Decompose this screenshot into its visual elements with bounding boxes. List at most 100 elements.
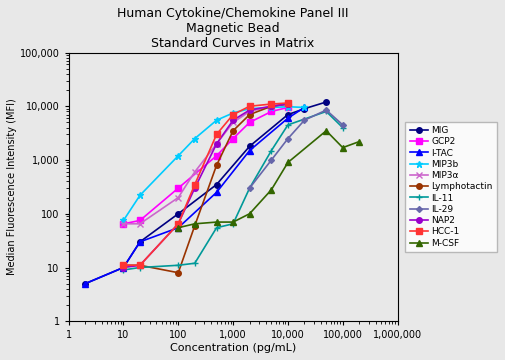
IL-11 [285,123,291,127]
MIG [82,282,88,286]
M-CSF [246,212,252,216]
Lymphotactin [192,224,198,228]
MIP3α [268,104,274,108]
IL-11 [246,186,252,190]
GCP2 [175,186,181,190]
I-TAC [214,190,220,194]
IL-11 [323,109,329,114]
IL-29 [246,186,252,190]
Legend: MIG, GCP2, I-TAC, MIP3b, MIP3α, Lymphotactin, IL-11, IL-29, NAP2, HCC-1, M-CSF: MIG, GCP2, I-TAC, MIP3b, MIP3α, Lymphota… [406,122,497,252]
Line: MIP3b: MIP3b [120,103,308,224]
Line: IL-11: IL-11 [120,108,346,274]
Line: MIG: MIG [82,99,329,287]
Line: I-TAC: I-TAC [82,105,307,287]
IL-11 [268,148,274,153]
I-TAC [246,148,252,153]
IL-11 [214,226,220,230]
HCC-1 [175,222,181,226]
MIG [246,144,252,148]
IL-11 [230,222,236,226]
NAP2 [137,263,143,267]
Line: HCC-1: HCC-1 [121,100,291,268]
Title: Human Cytokine/Chemokine Panel III
Magnetic Bead
Standard Curves in Matrix: Human Cytokine/Chemokine Panel III Magne… [117,7,349,50]
GCP2 [268,109,274,114]
MIP3b [192,136,198,141]
Line: M-CSF: M-CSF [176,128,362,230]
GCP2 [214,154,220,158]
MIP3α [214,141,220,146]
M-CSF [230,220,236,224]
MIP3α [246,109,252,114]
I-TAC [285,116,291,120]
IL-29 [301,118,308,122]
M-CSF [323,129,329,133]
I-TAC [175,226,181,230]
MIP3α [192,170,198,174]
M-CSF [175,226,181,230]
MIP3b [301,105,308,109]
IL-29 [323,108,329,112]
Line: MIP3α: MIP3α [120,100,291,227]
GCP2 [285,105,291,109]
MIP3b [268,105,274,109]
MIP3α [137,222,143,226]
MIP3b [246,107,252,111]
X-axis label: Concentration (pg/mL): Concentration (pg/mL) [170,343,296,353]
MIP3b [120,218,126,222]
Lymphotactin [137,263,143,267]
Lymphotactin [214,163,220,167]
NAP2 [230,118,236,122]
HCC-1 [120,263,126,267]
MIG [120,265,126,270]
NAP2 [120,265,126,270]
MIG [301,107,308,111]
NAP2 [192,186,198,190]
GCP2 [137,218,143,222]
NAP2 [268,104,274,108]
Lymphotactin [230,129,236,133]
IL-29 [285,136,291,141]
M-CSF [356,139,362,144]
Lymphotactin [246,112,252,117]
MIG [323,100,329,104]
MIP3b [137,193,143,198]
MIG [285,112,291,117]
IL-29 [268,158,274,162]
M-CSF [268,188,274,192]
MIP3α [230,120,236,125]
Line: IL-29: IL-29 [247,108,345,190]
Line: GCP2: GCP2 [121,105,291,226]
HCC-1 [230,112,236,117]
MIG [214,183,220,187]
MIP3α [285,102,291,106]
Lymphotactin [285,102,291,106]
GCP2 [230,136,236,141]
GCP2 [120,222,126,226]
HCC-1 [192,183,198,187]
MIP3b [175,154,181,158]
HCC-1 [246,104,252,108]
I-TAC [120,265,126,270]
MIP3α [175,195,181,200]
NAP2 [246,108,252,112]
IL-11 [192,261,198,265]
HCC-1 [137,263,143,267]
Lymphotactin [175,271,181,275]
M-CSF [192,222,198,226]
HCC-1 [285,101,291,105]
Lymphotactin [120,263,126,267]
GCP2 [246,120,252,125]
NAP2 [214,141,220,146]
NAP2 [285,102,291,106]
I-TAC [82,282,88,286]
IL-11 [120,268,126,272]
MIP3b [214,118,220,122]
Line: Lymphotactin: Lymphotactin [121,101,291,275]
IL-11 [137,265,143,270]
MIP3α [120,222,126,226]
I-TAC [137,240,143,244]
IL-11 [340,126,346,130]
Y-axis label: Median Fluorescence Intensity (MFI): Median Fluorescence Intensity (MFI) [7,99,17,275]
M-CSF [285,160,291,165]
NAP2 [175,222,181,226]
